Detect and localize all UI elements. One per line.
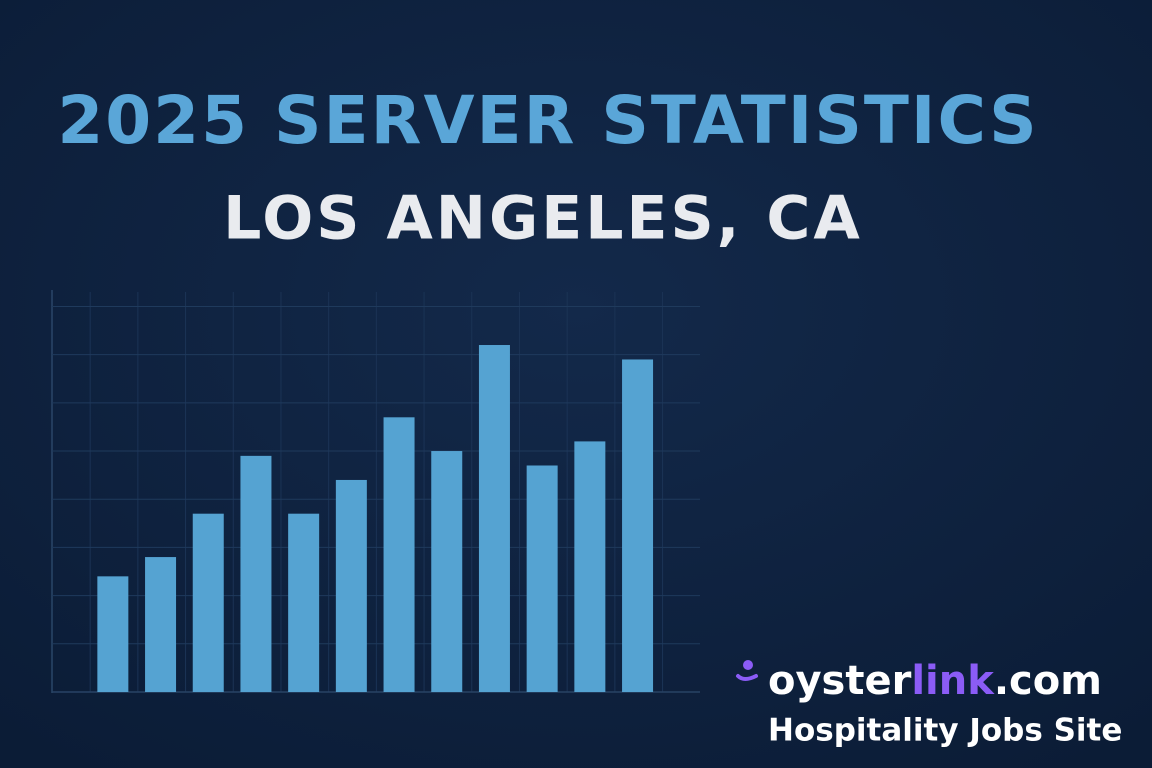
bar	[574, 441, 606, 692]
bar	[383, 417, 415, 692]
brand-name: oysterlink.com	[768, 658, 1102, 704]
brand-part: link	[911, 658, 995, 704]
chart-subtitle: LOS ANGELES, CA	[223, 184, 863, 254]
bar	[622, 359, 654, 692]
bar	[97, 576, 129, 692]
bar	[145, 557, 177, 692]
brand-tagline: Hospitality Jobs Site	[768, 713, 1122, 749]
brand: oysterlink.com Hospitality Jobs Site	[736, 658, 1122, 749]
bar	[431, 451, 463, 692]
bar	[335, 479, 367, 692]
brand-part: .com	[994, 658, 1102, 704]
chart-title: 2025 SERVER STATISTICS	[57, 82, 1038, 159]
bar	[240, 455, 272, 692]
bar	[288, 513, 320, 692]
bar	[192, 513, 224, 692]
bar	[526, 465, 558, 692]
vertical-grid	[89, 292, 664, 692]
brand-part: oyster	[768, 658, 912, 704]
logo-dot	[743, 660, 753, 670]
bar	[478, 345, 510, 692]
logo-arc	[736, 674, 758, 681]
